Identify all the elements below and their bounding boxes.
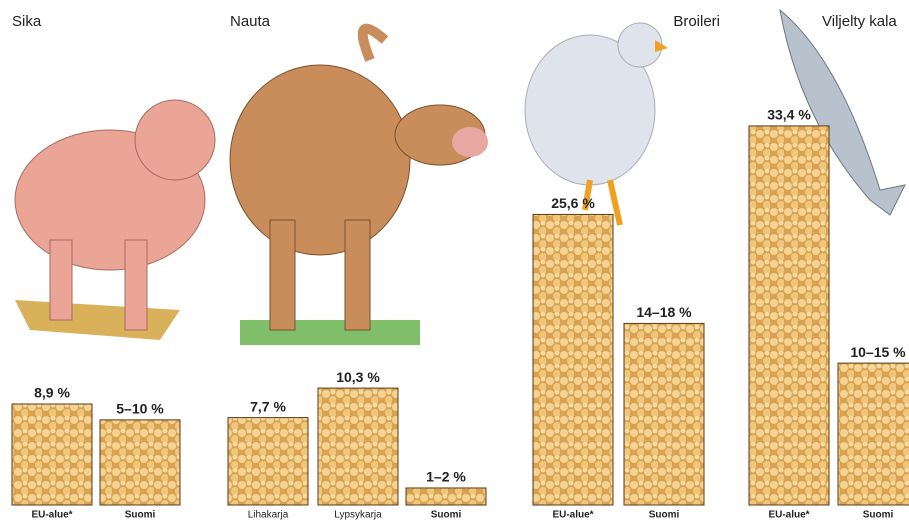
bar [838, 363, 909, 505]
infographic: Sika 8,9 % EU-alue* 5–10 % Suomi Nauta 7,7 % Li… [0, 0, 909, 521]
bar [318, 388, 398, 505]
bar [12, 404, 92, 505]
category-label: Lypsykarja [334, 510, 382, 521]
group-title: Broileri [673, 13, 720, 30]
group-title: Nauta [230, 13, 271, 30]
bar [406, 488, 486, 505]
value-label: 10–15 % [850, 344, 906, 360]
cow-illustration [230, 29, 488, 345]
value-label: 14–18 % [636, 304, 692, 320]
group-title: Viljelty kala [822, 13, 897, 30]
category-label: Suomi [649, 510, 680, 521]
category-label: Suomi [125, 510, 156, 521]
pig-illustration [15, 100, 215, 340]
category-label: EU-alue* [768, 510, 809, 521]
category-label: Lihakarja [248, 510, 289, 521]
value-label: 8,9 % [34, 385, 70, 401]
group-title: Sika [12, 13, 42, 30]
category-label: EU-alue* [31, 510, 72, 521]
value-label: 33,4 % [767, 107, 811, 123]
bar [749, 126, 829, 505]
bar [624, 323, 704, 505]
value-label: 25,6 % [551, 195, 595, 211]
bar [228, 418, 308, 505]
value-label: 1–2 % [426, 469, 466, 485]
category-label: EU-alue* [552, 510, 593, 521]
value-label: 7,7 % [250, 398, 286, 414]
chicken-illustration [525, 23, 668, 225]
bar [100, 420, 180, 505]
category-label: Suomi [431, 510, 462, 521]
bar [533, 214, 613, 505]
value-label: 5–10 % [116, 401, 164, 417]
value-label: 10,3 % [336, 369, 380, 385]
category-label: Suomi [863, 510, 894, 521]
